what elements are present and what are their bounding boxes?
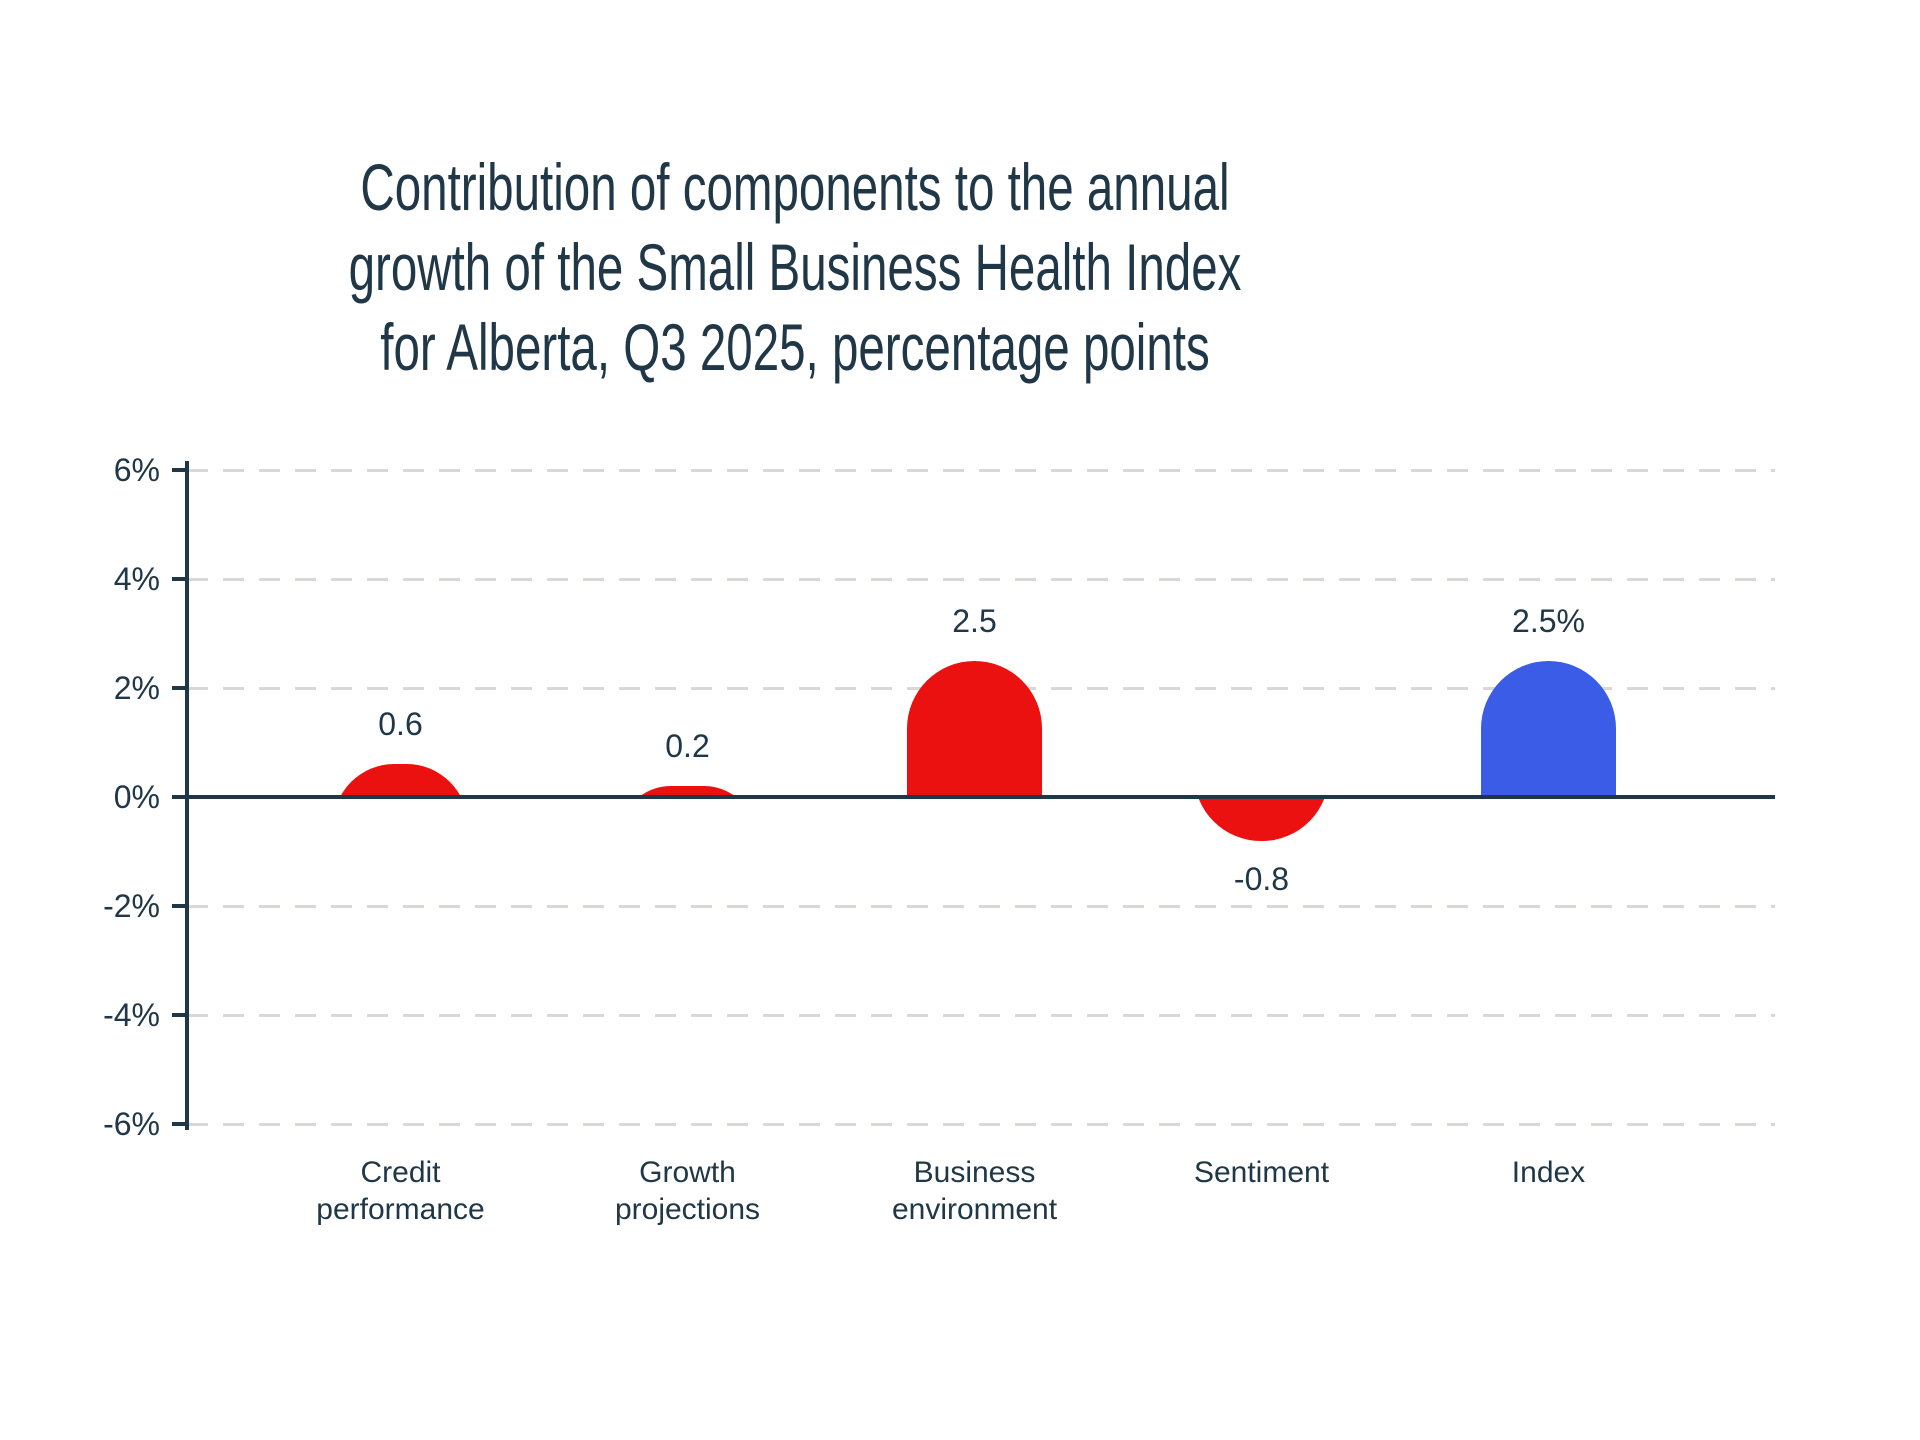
bar-2 [907,661,1042,797]
bar-capsule-2 [907,661,1042,797]
y-axis-label-0%: 0% [113,779,160,815]
zero-line [187,795,1775,799]
value-label-1: 0.2 [665,728,710,764]
y-axis-label-6%: 6% [113,452,160,488]
value-label-3: -0.8 [1233,861,1290,897]
chart-title-line-2: growth of the Small Business Health Inde… [348,230,1242,304]
y-axis-tick-4% [172,577,187,581]
value-label-2: 2.5 [952,603,997,639]
y-axis-tick-0% [172,795,187,799]
y-axis-line [185,461,189,1130]
gridline--6% [187,1122,1775,1126]
value-label-4: 2.5% [1512,603,1585,639]
category-label-3: Sentiment [1193,1156,1330,1189]
category-label-0: Credit performance [316,1156,485,1226]
chart-title-line-1: Contribution of components to the annual [360,150,1230,224]
y-axis-label-4%: 4% [113,561,160,597]
y-axis-tick--4% [172,1013,187,1017]
gridline--2% [187,904,1775,908]
y-axis-tick-6% [172,468,187,472]
bar-capsule-3 [1194,797,1329,841]
y-axis-tick--2% [172,904,187,908]
chart-title-line-3: for Alberta, Q3 2025, percentage points [380,310,1210,384]
y-axis-label--4%: -4% [103,997,160,1033]
value-label-0: 0.6 [378,706,423,742]
category-label-1: Growth projections [614,1156,761,1226]
bar-0 [333,764,468,797]
y-axis-label--2%: -2% [103,888,160,924]
bar-capsule-4 [1481,661,1616,797]
bar-capsule-1 [620,786,755,797]
bar-1 [620,786,755,797]
y-axis-label--6%: -6% [103,1106,160,1142]
chart-title: Contribution of components to the annual… [0,147,1590,387]
y-axis-label-2%: 2% [113,670,160,706]
category-label-2: Business environment [891,1156,1058,1226]
gridline--4% [187,1013,1775,1017]
bar-4 [1481,661,1616,797]
gridline-4% [187,577,1775,581]
y-axis-tick--6% [172,1122,187,1126]
y-axis-tick-2% [172,686,187,690]
bar-3 [1194,797,1329,841]
gridline-6% [187,468,1775,472]
bar-capsule-0 [333,764,468,797]
category-label-4: Index [1511,1156,1586,1189]
